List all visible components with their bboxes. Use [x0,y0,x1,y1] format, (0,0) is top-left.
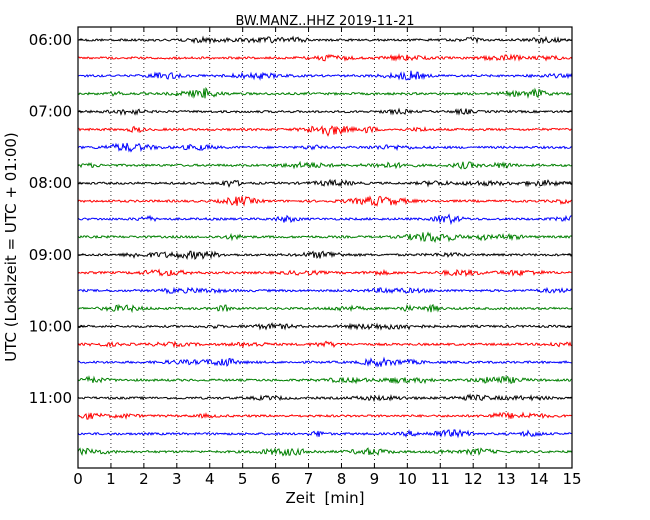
y-tick-label: 08:00 [29,174,72,192]
x-tick-label: 8 [337,470,347,488]
seismogram-trace [77,142,573,153]
seismogram-trace [77,303,573,314]
seismogram-trace [77,340,573,349]
seismogram-trace [77,107,573,116]
x-tick-label: 2 [139,470,149,488]
seismogram-trace [77,268,573,278]
seismogram-trace [77,35,573,45]
grid-lines [110,27,540,468]
x-tick-label: 3 [172,470,182,488]
seismogram-trace [77,195,573,207]
x-tick-label: 7 [304,470,314,488]
x-tick-label: 11 [431,470,450,488]
seismogram-trace [77,375,573,385]
seismogram-trace [77,160,573,170]
seismogram-trace [77,86,573,99]
y-tick-label: 10:00 [29,317,72,335]
seismogram-trace [77,286,573,295]
seismogram-trace [77,428,573,439]
y-tick-label: 11:00 [29,389,72,407]
axis-ticks: 0 1 2 3 4 5 6 7 8 9 10 11 12 13 14 1506:0007:0008:0009:… [29,27,582,488]
x-tick-label: 6 [271,470,281,488]
x-tick-label: 0 [73,470,83,488]
x-tick-label: 15 [562,470,581,488]
seismogram-trace [77,70,573,81]
y-tick-label: 06:00 [29,31,72,49]
x-tick-label: 4 [205,470,215,488]
seismogram-trace [77,231,573,244]
x-tick-label: 13 [497,470,516,488]
trace-layer [77,35,573,457]
x-tick-label: 10 [398,470,417,488]
seismogram-trace [77,213,573,226]
y-tick-label: 09:00 [29,246,72,264]
seismogram-trace [77,356,573,368]
x-tick-label: 1 [106,470,116,488]
chart-title: BW.MANZ..HHZ 2019-11-21 [235,14,414,29]
y-axis-label: UTC (Lokalzeit = UTC + 01:00) [2,132,20,362]
seismogram-trace [77,411,573,420]
seismogram-trace [77,125,573,137]
x-tick-label: 9 [370,470,380,488]
x-tick-label: 12 [464,470,483,488]
x-axis-label: Zeit [min] [285,489,364,507]
x-tick-label: 5 [238,470,248,488]
seismogram-trace [77,322,573,331]
seismogram-trace [77,250,573,261]
y-tick-label: 07:00 [29,103,72,121]
seismogram-trace [77,447,573,457]
seismogram-trace [77,53,573,62]
plot-frame [77,26,573,469]
seismogram-trace [77,178,573,188]
seismogram-trace [77,393,573,403]
x-tick-label: 14 [530,470,549,488]
